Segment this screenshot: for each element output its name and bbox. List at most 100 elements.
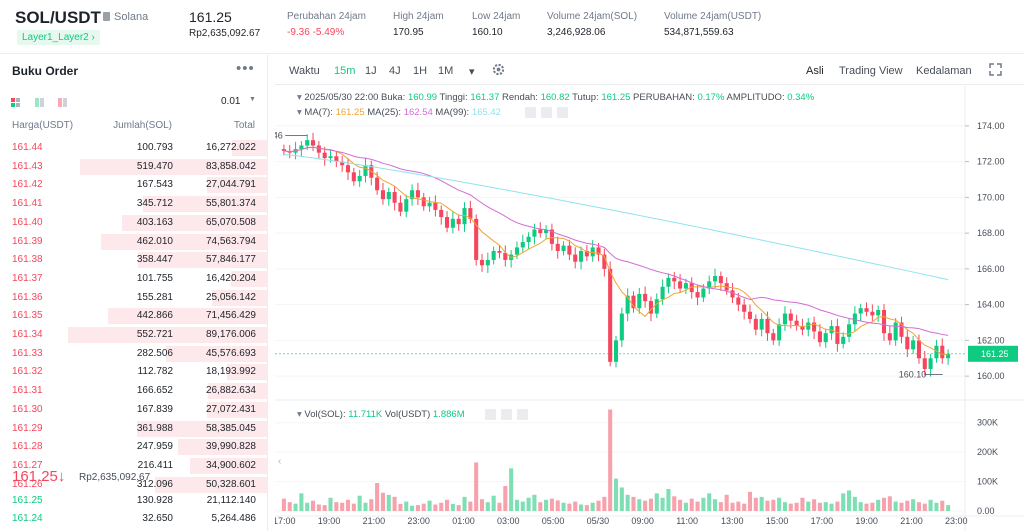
candle [852,306,857,331]
ask-row[interactable]: 161.40 403.163 65,070.508 [0,214,268,232]
bid-row[interactable]: 161.24 32.650 5,264.486 [0,510,268,528]
ask-row[interactable]: 161.31 166.652 26,882.634 [0,382,268,400]
ask-amount: 167.543 [136,179,173,191]
depth-bar [207,177,268,194]
tab-interval[interactable]: ▾ [469,66,475,78]
ask-row[interactable]: 161.34 552.721 89,176.006 [0,326,268,344]
ask-row[interactable]: 161.39 462.010 74,563.794 [0,233,268,251]
tab-time-label[interactable]: Waktu [289,65,320,77]
candle-body [678,281,683,289]
symbol-title[interactable]: SOL/USDT [15,8,101,27]
candle [369,160,374,186]
candle-body [526,236,531,243]
candle [340,155,345,172]
candle-body [497,251,502,253]
view-both-icon[interactable] [11,98,20,107]
ask-row[interactable]: 161.37 101.755 16,420.204 [0,270,268,288]
price-tick-label: 172.00 [977,157,1005,167]
ask-row[interactable]: 161.44 100.793 16,272.022 [0,139,268,157]
ma-control-icon [525,107,536,118]
category-tag[interactable]: Layer1_Layer2 › [17,30,100,45]
volume-bar [730,502,735,511]
collapse-icon: ▾ [297,409,304,420]
candle-body [386,192,391,200]
candle-body [643,293,648,302]
ma-value: 165.42 [472,107,501,118]
tab-interval[interactable]: 15m [334,65,356,77]
volume-bar [421,503,426,511]
candle [823,328,828,348]
candle-body [380,190,385,200]
ask-row[interactable]: 161.32 112.782 18,193.992 [0,363,268,381]
volume-bar [777,497,782,511]
volume-bar [905,500,910,511]
candle-body [433,202,438,210]
volume-bar [392,496,397,511]
candle-body [573,254,578,262]
ask-row[interactable]: 161.30 167.839 27,072.431 [0,401,268,419]
volume-bar [771,499,776,511]
ask-row[interactable]: 161.28 247.959 39,990.828 [0,438,268,456]
more-options-icon[interactable]: ••• [236,60,255,77]
depth-bar [165,345,268,362]
candle [928,353,933,377]
candle [841,332,846,349]
settings-gear-icon[interactable] [492,63,505,76]
ask-row[interactable]: 161.36 155.281 25,056.142 [0,289,268,307]
volume-bar [876,499,881,511]
candle [474,214,479,266]
tab-interval[interactable]: 1J [365,65,377,77]
volume-bar [474,462,479,511]
ask-row[interactable]: 161.29 361.988 58,385.045 [0,420,268,438]
view-asks-icon[interactable] [58,98,67,107]
candle-body [718,276,723,284]
ask-row[interactable]: 161.38 358.447 57,846.177 [0,251,268,269]
candle-body [375,177,380,191]
ask-row[interactable]: 161.35 442.866 71,456.429 [0,307,268,325]
candle-body [538,229,543,234]
volume-bar [631,496,636,511]
vol-control-icon [501,409,512,420]
ask-price: 161.34 [12,329,43,340]
tab-chart-view[interactable]: Kedalaman [916,65,972,77]
bid-row[interactable]: 161.25 130.928 21,112.140 [0,492,268,510]
candle-body [322,152,327,159]
precision-select[interactable]: 0.01 [221,96,241,107]
ask-total: 65,070.508 [205,216,256,228]
view-bids-icon[interactable] [35,98,44,107]
price-chart[interactable]: 174.00 172.00 170.00 168.00 166.00 164.00 162.… [275,86,1024,531]
volume-bar [532,494,537,511]
ask-row[interactable]: 161.41 345.712 55,801.374 [0,195,268,213]
ask-row[interactable]: 161.27 216.411 34,900.602 [0,457,268,475]
ask-row[interactable]: 161.33 282.506 45,576.693 [0,345,268,363]
volume-bar [625,494,630,511]
tab-chart-view[interactable]: Trading View [839,65,903,77]
candle [462,202,467,232]
ask-row[interactable]: 161.26 312.096 50,328.601 [0,476,268,494]
depth-bar [207,383,268,400]
fullscreen-icon[interactable] [989,63,1002,76]
tab-interval[interactable]: 1H [413,65,428,77]
tab-interval[interactable]: 4J [389,65,401,77]
stat-label: Perubahan 24jam [287,11,366,22]
tab-chart-view[interactable]: Asli [806,65,824,77]
ask-row[interactable]: 161.43 519.470 83,858.042 [0,158,268,176]
info-icon [103,12,110,21]
candle [450,211,455,234]
candle [526,232,531,249]
ma-value: 162.54 [404,107,436,118]
ask-row[interactable]: 161.42 167.543 27,044.791 [0,176,268,194]
candle-body [765,318,770,334]
chevron-down-icon[interactable]: ▼ [249,96,256,103]
candle [351,167,356,186]
candle-body [456,218,461,225]
candle-body [940,345,945,359]
candle-body [351,172,356,182]
time-tick-label: 01:00 [452,516,475,526]
volume-bar [817,502,822,511]
tab-interval[interactable]: 1M [438,65,454,77]
ma-label: MA(25): [367,107,403,118]
volume-bar [415,505,420,511]
ask-total: 50,328.601 [205,478,256,490]
depth-bar [100,233,268,250]
